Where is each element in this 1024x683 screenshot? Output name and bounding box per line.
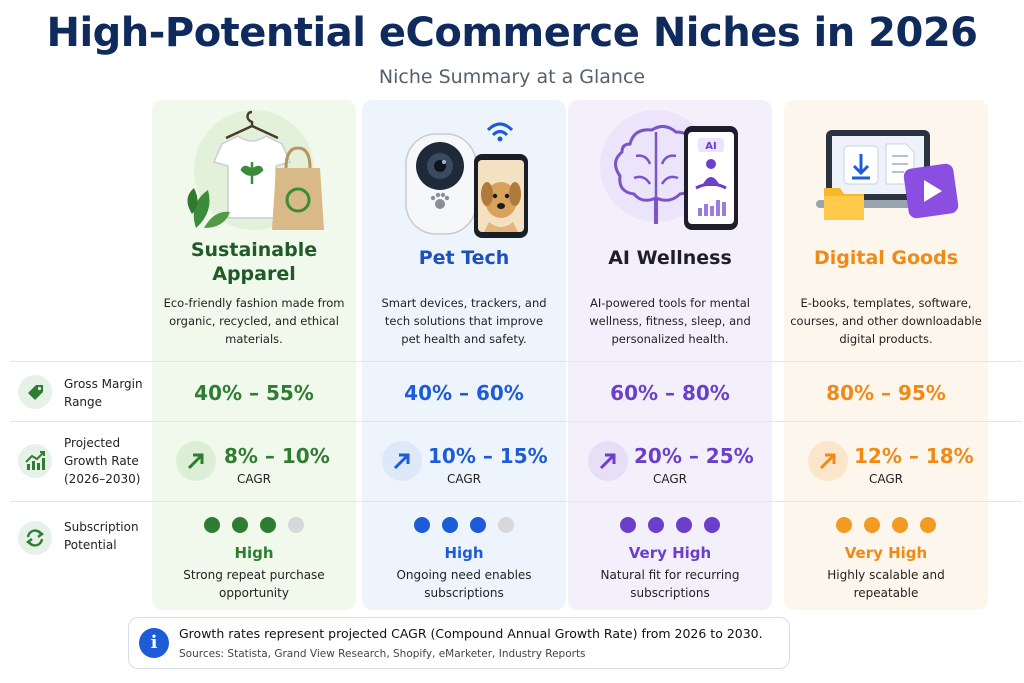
niche-description: digital products. xyxy=(839,332,933,346)
niche-description: materials. xyxy=(225,332,283,346)
subscription-dot xyxy=(498,517,514,533)
growth-rate-value: 8% – 10% xyxy=(224,444,330,468)
subscription-note: subscriptions xyxy=(424,586,504,600)
subscription-dot xyxy=(260,517,276,533)
brain-phone-meditation-icon: AI xyxy=(600,110,738,230)
subscription-dots xyxy=(784,517,988,533)
row-label-line: Potential xyxy=(64,538,117,552)
niche-description: courses, and other downloadable xyxy=(790,314,982,328)
niche-name: Digital Goods xyxy=(813,247,959,269)
niche-column-digital-goods: Digital Goods E-books, templates, softwa… xyxy=(784,100,988,610)
niche-description: Smart devices, trackers, and xyxy=(381,296,547,310)
subscription-level: High xyxy=(444,544,484,562)
subscription-dot xyxy=(864,517,880,533)
subscription-note: repeatable xyxy=(853,586,919,600)
subscription-dots xyxy=(152,517,356,533)
niche-name: Pet Tech xyxy=(418,247,510,269)
subscription-note: Strong repeat purchase xyxy=(183,568,325,582)
footnote-text: Growth rates represent projected CAGR (C… xyxy=(179,626,763,641)
growth-unit: CAGR xyxy=(236,472,271,486)
niche-description: organic, recycled, and ethical xyxy=(169,314,339,328)
niche-description: pet health and safety. xyxy=(401,332,527,346)
gross-margin-value: 60% – 80% xyxy=(610,381,730,405)
subscription-note: Highly scalable and xyxy=(827,568,945,582)
niche-column-ai-wellness: AI AI Wellness AI-powered tools for ment… xyxy=(568,100,772,610)
growth-unit: CAGR xyxy=(446,472,481,486)
growth-rate-value: 20% – 25% xyxy=(634,444,754,468)
row-label-line: Growth Rate xyxy=(64,454,139,468)
row-label-line: Projected xyxy=(64,436,121,450)
subscription-note: opportunity xyxy=(219,586,289,600)
tag-icon xyxy=(18,375,52,409)
growth-unit: CAGR xyxy=(868,472,903,486)
svg-text:AI: AI xyxy=(705,141,716,152)
niche-column-pet-tech: Pet Tech Smart devices, trackers, and te… xyxy=(362,100,566,610)
niche-name: Apparel xyxy=(212,263,296,285)
tshirt-bag-leaf-icon xyxy=(187,110,324,230)
arrow-up-right-icon xyxy=(176,441,216,481)
niche-description: wellness, fitness, sleep, and xyxy=(589,314,751,328)
subscription-dot xyxy=(470,517,486,533)
page-title: High-Potential eCommerce Niches in 2026 xyxy=(46,10,978,56)
subscription-dot xyxy=(414,517,430,533)
pet-camera-phone-icon xyxy=(405,122,528,238)
gross-margin-value: 40% – 60% xyxy=(404,381,524,405)
footnote-sources: Sources: Statista, Grand View Research, … xyxy=(179,648,586,660)
row-label-line: Subscription xyxy=(64,520,139,534)
subscription-dot xyxy=(442,517,458,533)
growth-rate-value: 10% – 15% xyxy=(428,444,548,468)
row-label-line: (2026–2030) xyxy=(64,472,141,486)
niche-description: AI-powered tools for mental xyxy=(590,296,750,310)
arrow-up-right-icon xyxy=(382,441,422,481)
gross-margin-value: 40% – 55% xyxy=(194,381,314,405)
niche-description: tech solutions that improve xyxy=(384,314,544,328)
subscription-note: Ongoing need enables xyxy=(396,568,532,582)
refresh-cycle-icon xyxy=(18,521,52,555)
subscription-dot xyxy=(232,517,248,533)
subscription-dot xyxy=(836,517,852,533)
row-label-gross-margin: Gross Margin Range xyxy=(12,365,150,425)
subscription-dot xyxy=(920,517,936,533)
subscription-dots xyxy=(362,517,566,533)
subscription-dots xyxy=(568,517,772,533)
niche-description: Eco-friendly fashion made from xyxy=(163,296,345,310)
subscription-dot xyxy=(892,517,908,533)
subscription-level: High xyxy=(234,544,274,562)
row-divider xyxy=(10,361,1022,362)
subscription-dot xyxy=(204,517,220,533)
row-divider xyxy=(10,421,1022,422)
row-label-growth: Projected Growth Rate (2026–2030) xyxy=(12,430,150,490)
subscription-note: subscriptions xyxy=(630,586,710,600)
niche-column-sustainable-apparel: Sustainable Apparel Eco-friendly fashion… xyxy=(152,100,356,610)
niche-description: E-books, templates, software, xyxy=(800,296,972,310)
subscription-level: Very High xyxy=(628,544,712,562)
row-label-subscription: Subscription Potential xyxy=(12,515,150,575)
row-label-line: Range xyxy=(64,395,103,409)
subscription-dot xyxy=(620,517,636,533)
niche-description: personalized health. xyxy=(611,332,729,346)
arrow-up-right-icon xyxy=(808,441,848,481)
page-subtitle: Niche Summary at a Glance xyxy=(378,66,646,88)
niche-name: Sustainable xyxy=(190,239,318,261)
arrow-up-right-icon xyxy=(588,441,628,481)
row-divider xyxy=(10,501,1022,502)
subscription-level: Very High xyxy=(844,544,928,562)
footnote-box: i Growth rates represent projected CAGR … xyxy=(128,617,790,669)
subscription-dot xyxy=(704,517,720,533)
subscription-dot xyxy=(676,517,692,533)
gross-margin-value: 80% – 95% xyxy=(826,381,946,405)
subscription-dot xyxy=(288,517,304,533)
info-icon: i xyxy=(139,628,169,658)
niche-name: AI Wellness xyxy=(608,247,732,269)
subscription-note: Natural fit for recurring xyxy=(600,568,740,582)
growth-unit: CAGR xyxy=(652,472,687,486)
growth-rate-value: 12% – 18% xyxy=(854,444,974,468)
subscription-dot xyxy=(648,517,664,533)
laptop-download-folder-icon xyxy=(816,130,959,220)
row-label-line: Gross Margin xyxy=(64,377,143,391)
growth-chart-icon xyxy=(18,444,52,478)
